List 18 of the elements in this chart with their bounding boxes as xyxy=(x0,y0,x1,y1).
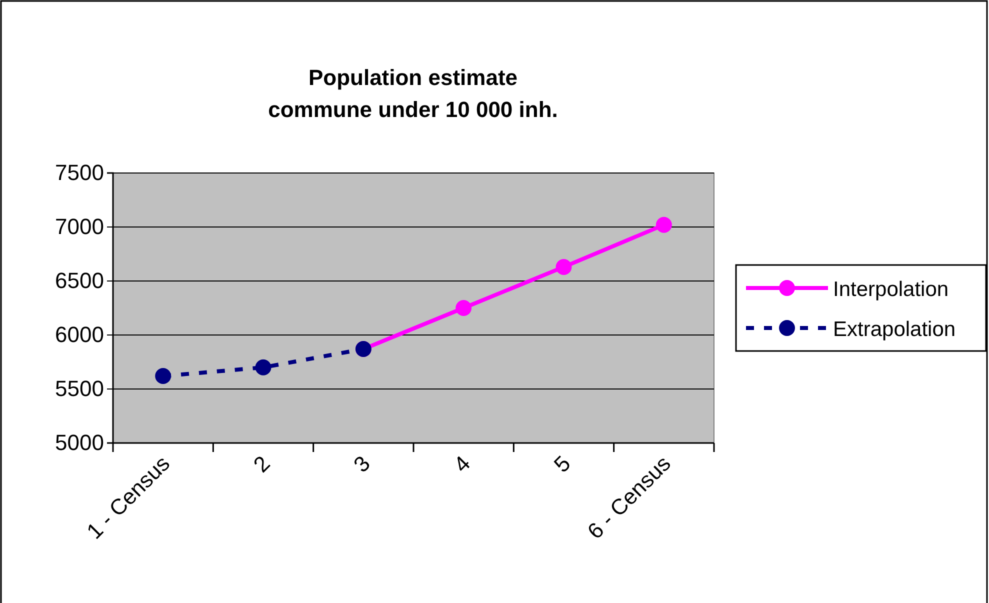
y-tick-label: 6500 xyxy=(55,268,104,294)
x-tick-label: 2 xyxy=(248,450,275,478)
legend-label: Extrapolation xyxy=(833,318,956,341)
point xyxy=(155,368,172,384)
x-tick-label: 4 xyxy=(448,450,476,478)
x-tick-label: 5 xyxy=(548,450,576,478)
y-tick-label: 5000 xyxy=(55,430,104,456)
x-tick-label: 3 xyxy=(348,450,375,478)
point xyxy=(255,359,272,376)
point xyxy=(656,216,672,233)
chart-title: Population estimate commune under 10 000 inh. xyxy=(268,65,558,122)
y-tick-label: 7500 xyxy=(55,160,104,186)
y-tick-label: 6000 xyxy=(55,322,104,348)
legend-label: Interpolation xyxy=(833,278,949,301)
y-tick-label: 7000 xyxy=(55,214,104,240)
y-tick-label: 5500 xyxy=(55,376,104,402)
point xyxy=(556,258,572,275)
point xyxy=(456,300,472,316)
